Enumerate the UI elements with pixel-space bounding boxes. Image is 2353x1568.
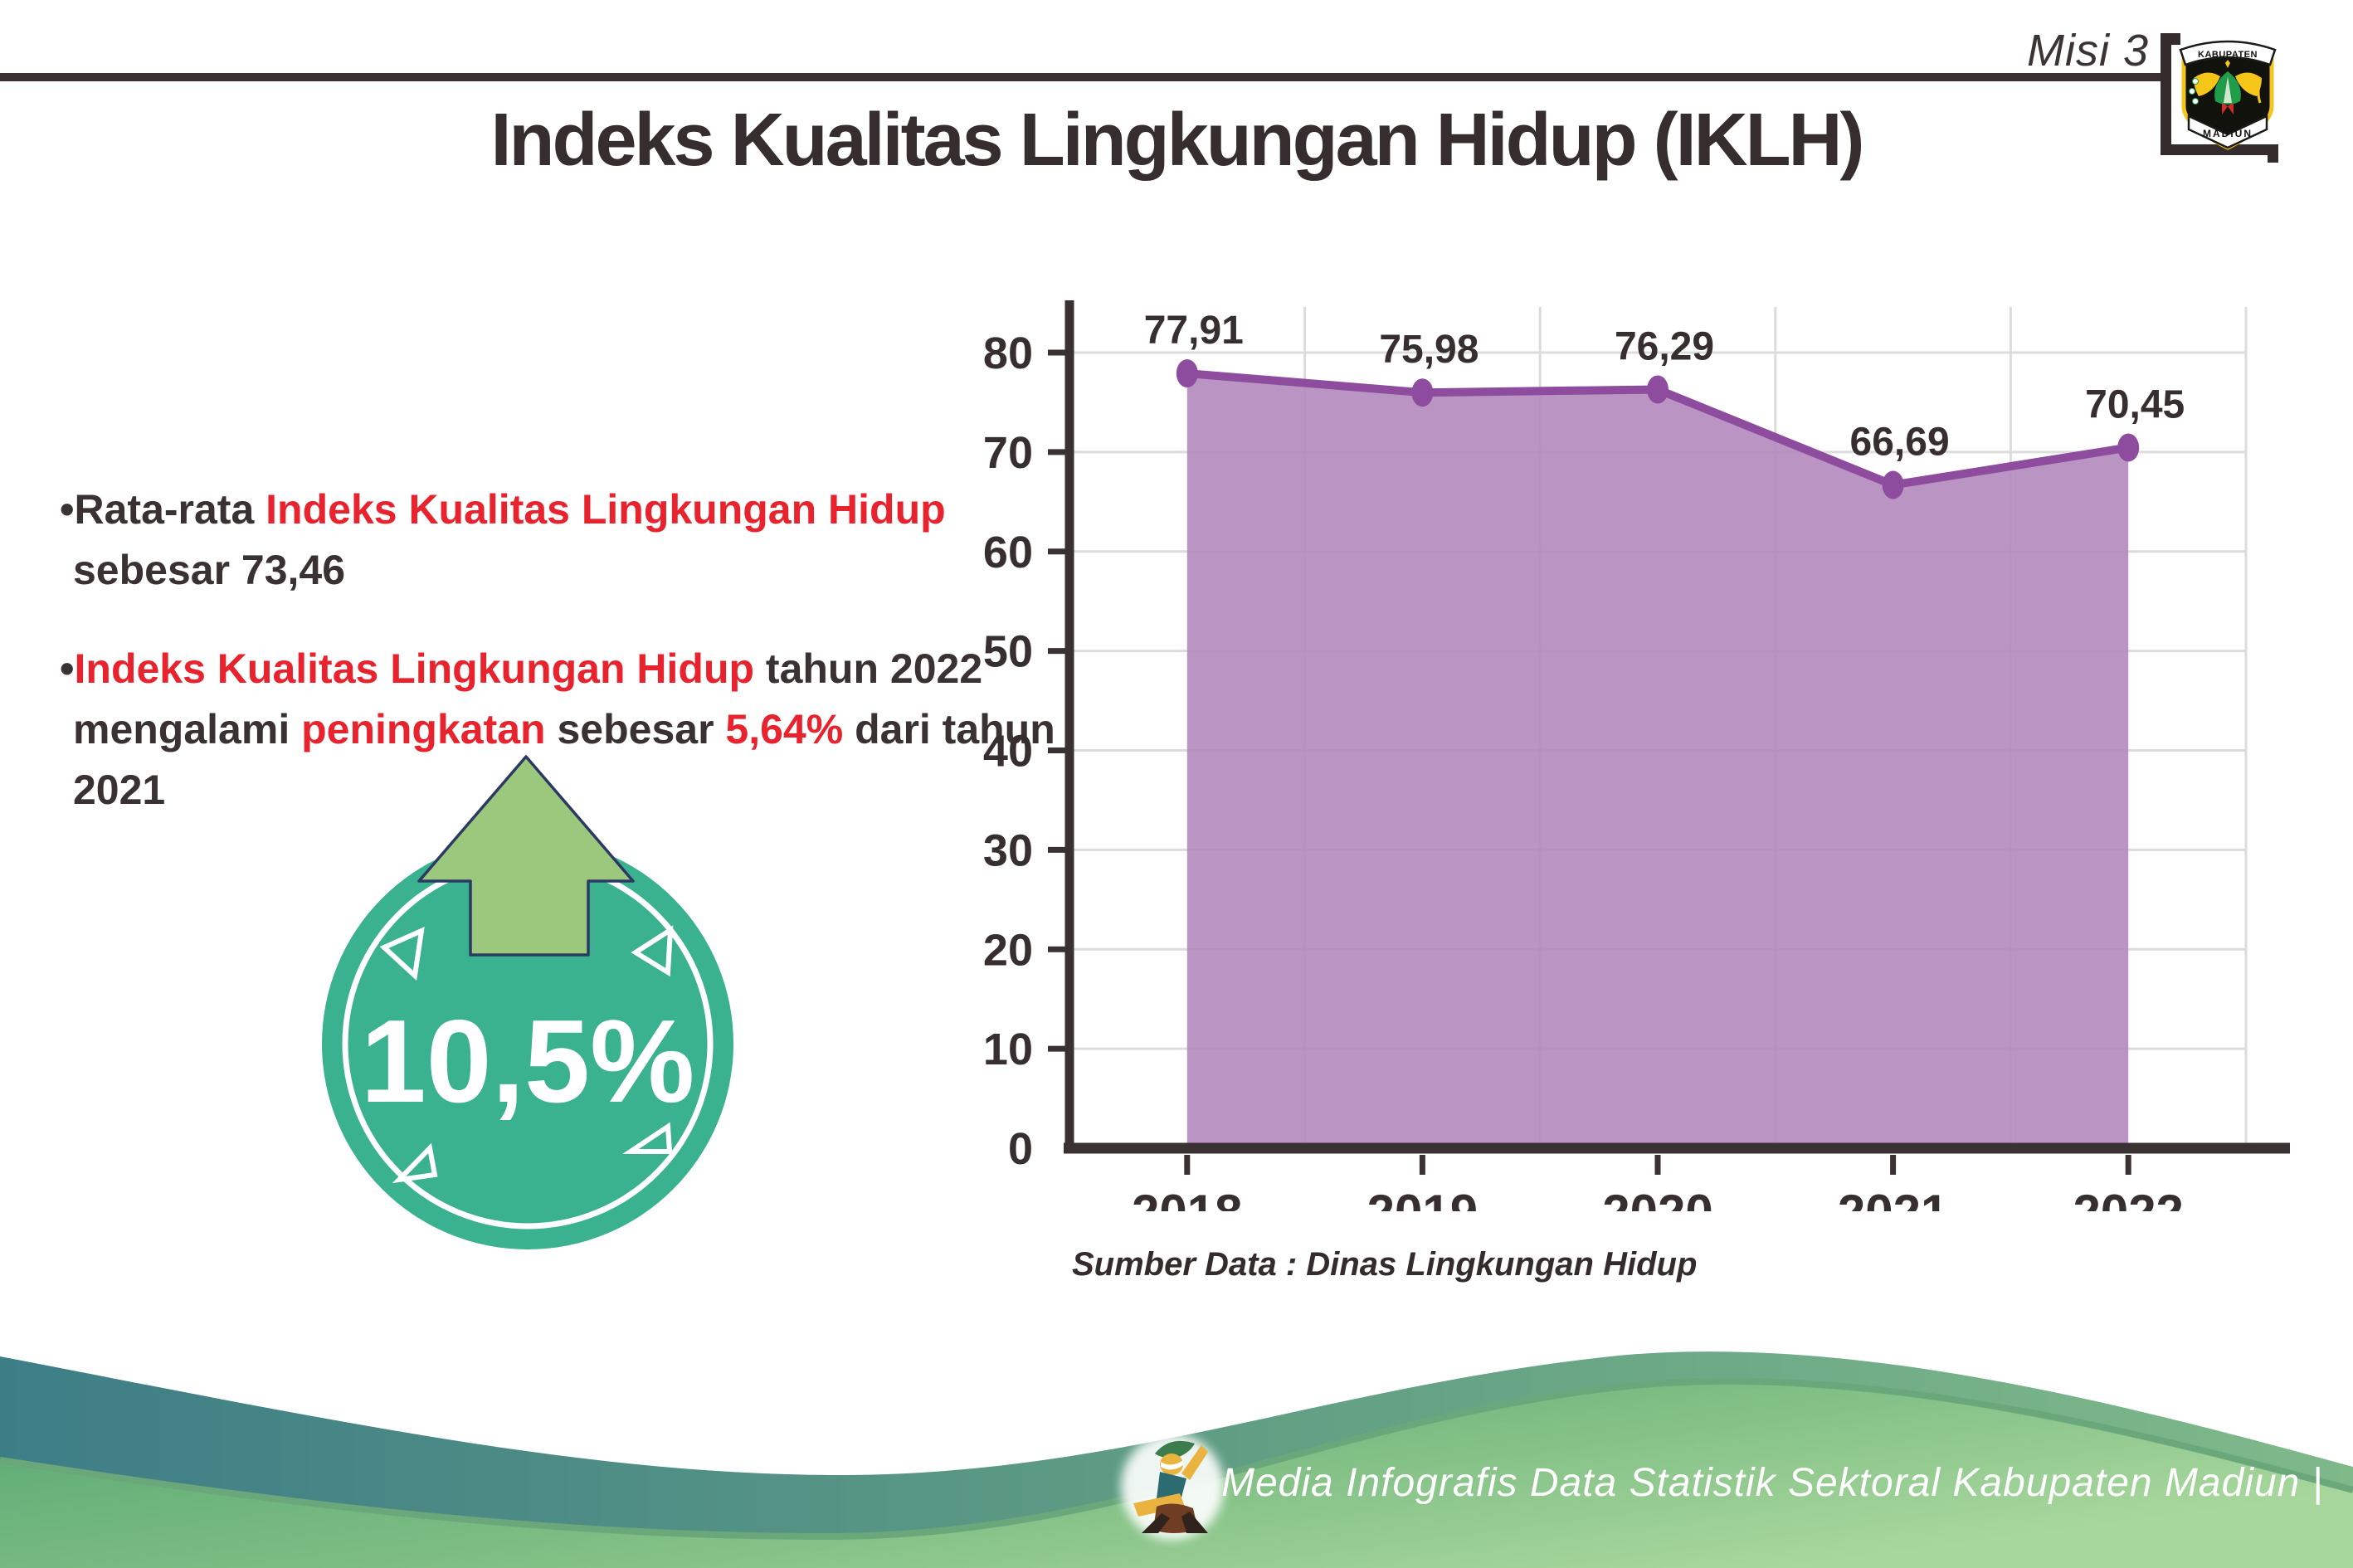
data-point-2019 (1411, 378, 1434, 407)
seal-wing-left (2194, 72, 2220, 96)
seal-tree-trunk (2224, 76, 2232, 103)
bullet-average-iklh: •Rata-rata Indeks Kualitas Lingkungan Hi… (60, 480, 1069, 601)
data-point-2022 (2117, 433, 2140, 462)
data-point-2020 (1647, 375, 1669, 404)
up-arrow-icon (417, 755, 635, 957)
mission-label: Misi 3 (2026, 26, 2149, 75)
footer-wave-decoration (0, 1351, 2353, 1568)
bullet2-text-red2: peningkatan (301, 706, 546, 752)
kabupaten-madiun-seal: KABUPATEN MADIUN (2179, 40, 2277, 150)
seal-frame-corner-top (2161, 33, 2180, 45)
seal-wing-right (2235, 72, 2262, 96)
mascot-leg-right (1181, 1512, 1208, 1533)
data-label: 77,91 (1144, 309, 1244, 353)
y-tick-label: 0 (1008, 1124, 1033, 1174)
seal-pennant-left (2222, 103, 2228, 114)
page-title: Indeks Kualitas Lingkungan Hidup (IKLH) (490, 99, 1864, 182)
x-tick-label: 2020 (1602, 1185, 1712, 1211)
mascot-headband (1161, 1460, 1183, 1470)
y-tick-label: 40 (983, 727, 1033, 777)
footer-green-area (0, 1381, 2353, 1568)
mascot-raised-arm (1181, 1445, 1208, 1480)
y-tick-label: 60 (983, 528, 1033, 577)
bullet1-text-red: Indeks Kualitas Lingkungan Hidup (266, 486, 946, 533)
seal-rice-stalk (2257, 80, 2262, 104)
x-tick-label: 2021 (1838, 1185, 1948, 1211)
badge-spark-ne (631, 925, 674, 977)
x-tick-label: 2018 (1132, 1185, 1242, 1211)
dancer-mascot-icon (1121, 1434, 1224, 1540)
seal-star (2225, 60, 2230, 68)
y-tick-label: 50 (983, 627, 1033, 677)
bullet2-text-red1: Indeks Kualitas Lingkungan Hidup (74, 645, 755, 692)
increase-badge: 10,5% (322, 755, 733, 1249)
bullet2-text-red3: 5,64% (725, 706, 844, 752)
seal-cotton-2 (2189, 88, 2195, 95)
mascot-hat (1155, 1440, 1195, 1458)
seal-frame-vertical (2161, 33, 2171, 155)
area-fill (1186, 373, 2129, 1148)
badge-spark-sw (392, 1142, 438, 1184)
bullet2-text-dark1: tahun 2022 mengalami (73, 645, 983, 752)
badge-spark-nw (379, 927, 425, 981)
bullet2-text-dark3: dari tahun 2021 (73, 706, 1055, 813)
chart-plot-area: 0 10 20 30 40 50 60 70 80 2018 2019 2020 2021 2022 77,… (983, 300, 2290, 1211)
data-label: 76,29 (1615, 324, 1714, 368)
bullet1-text-dark: Rata-rata (74, 486, 266, 533)
footer-credit: Media Infografis Data Statistik Sektoral… (1221, 1461, 2324, 1505)
bullet1-text-value: sebesar 73,46 (73, 547, 346, 593)
seal-pennant-right (2228, 103, 2234, 114)
y-tick-label: 30 (983, 825, 1033, 875)
bullet2-dot: • (60, 645, 75, 692)
data-label: 70,45 (2085, 382, 2185, 426)
data-label: 75,98 (1379, 328, 1479, 372)
chart-source-note: Sumber Data : Dinas Lingkungan Hidup (1072, 1246, 1698, 1283)
mascot-leg-left (1142, 1513, 1170, 1533)
y-tick-label: 80 (983, 329, 1033, 378)
y-tick-label: 20 (983, 925, 1033, 975)
seal-frame-corner-right (2268, 144, 2278, 163)
seal-banner-top (2179, 40, 2277, 66)
mascot-face (1160, 1454, 1183, 1475)
seal-banner-bottom-label: MADIUN (2203, 128, 2253, 139)
data-label: 66,69 (1850, 421, 1950, 465)
seal-cotton-3 (2192, 98, 2199, 105)
seal-banner-top-label: KABUPATEN (2198, 50, 2258, 60)
bullet1-dot: • (60, 486, 75, 533)
header-divider-line (0, 73, 2161, 81)
badge-value: 10,5% (361, 996, 695, 1127)
badge-spark-se (622, 1122, 673, 1154)
data-point-2021 (1882, 470, 1904, 499)
iklh-area-chart: 0 10 20 30 40 50 60 70 80 2018 2019 2020 2021 2022 77,… (983, 300, 2290, 1211)
seal-banner-bottom (2187, 114, 2268, 149)
bullet-increase-iklh: •Indeks Kualitas Lingkungan Hidup tahun … (60, 639, 1069, 821)
x-tick-label: 2022 (2073, 1185, 2183, 1211)
badge-circle (322, 838, 733, 1249)
x-tick-label: 2019 (1367, 1185, 1478, 1211)
bullet2-text-dark2: sebesar (545, 706, 726, 752)
y-tick-label: 10 (983, 1025, 1033, 1074)
y-tick-label: 70 (983, 428, 1033, 478)
seal-cotton-1 (2192, 78, 2199, 85)
seal-frame-horizontal (2161, 144, 2278, 155)
data-point-2018 (1176, 359, 1198, 388)
mascot-sash (1133, 1493, 1185, 1517)
